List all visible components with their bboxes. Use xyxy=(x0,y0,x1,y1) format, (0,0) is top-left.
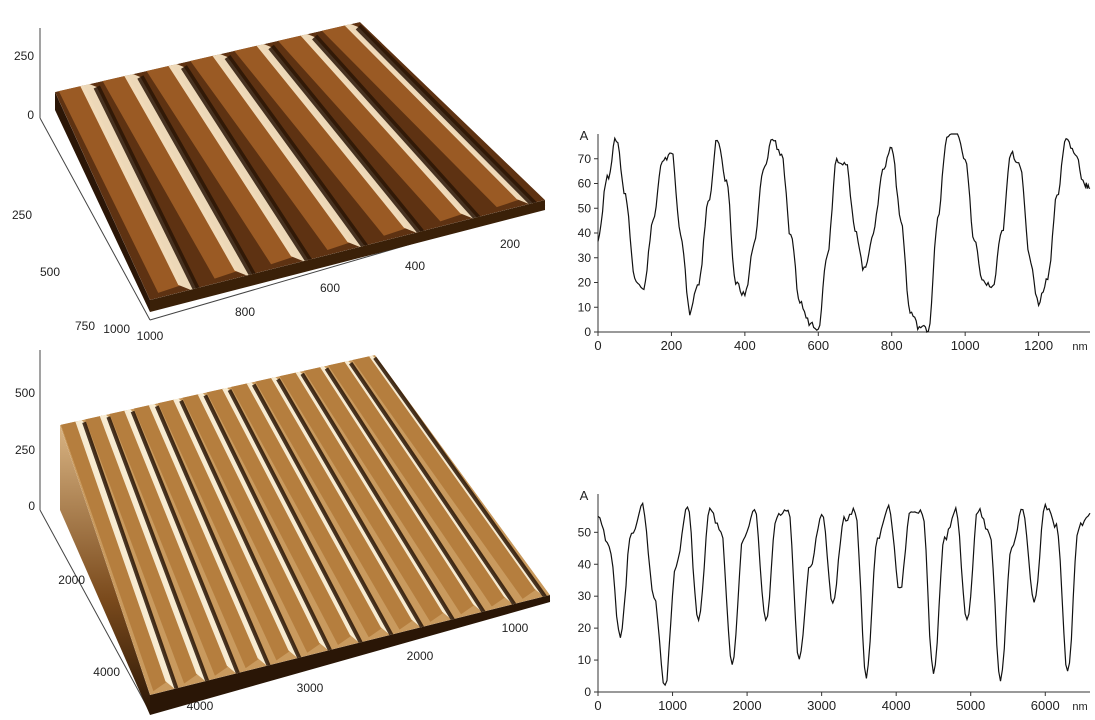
afm-surface-top: 250 0 250 500 750 1000 1000 800 600 400 200 xyxy=(12,22,546,343)
x-tick-label: 3000 xyxy=(807,698,836,713)
left-axis-tick-label: 4000 xyxy=(93,665,120,679)
x-tick-label: 200 xyxy=(661,338,683,353)
surface-ridge-shadow xyxy=(231,39,408,236)
x-tick-label: 600 xyxy=(807,338,829,353)
surface-ridge-shadow xyxy=(205,380,353,645)
surface-ridge-groove xyxy=(312,34,483,224)
surface-ridge-shadow xyxy=(278,363,445,622)
x-tick-label: 1200 xyxy=(1024,338,1053,353)
surface-ridge-shadow xyxy=(187,49,352,250)
x-tick-label: 4000 xyxy=(882,698,911,713)
z-tick-label: 250 xyxy=(14,49,34,63)
surface-ridge-shadow xyxy=(274,29,465,222)
right-axis-tick-label: 1000 xyxy=(502,621,529,635)
x-tick-label: 800 xyxy=(881,338,903,353)
x-tick-label: 0 xyxy=(594,338,601,353)
surface-ridge-shadow xyxy=(253,369,414,630)
surface-ridge-shadow xyxy=(350,355,538,599)
surface-ridge-groove xyxy=(300,372,457,623)
y-tick-label: 30 xyxy=(578,589,592,603)
left-axis-tick-label: 2000 xyxy=(58,573,85,587)
x-tick-label: 5000 xyxy=(956,698,985,713)
x-tick-label: 1000 xyxy=(951,338,980,353)
x-unit-label: nm xyxy=(1072,341,1087,353)
surface-ridge-groove xyxy=(179,399,303,662)
surface-ridge-groove xyxy=(106,416,211,685)
surface-ridge-shadow xyxy=(56,79,183,293)
left-axis-tick-label: 250 xyxy=(12,208,32,222)
y-tick-label: 40 xyxy=(578,557,592,571)
surface-ridge-groove xyxy=(227,389,364,646)
surface-ridge-groove xyxy=(82,421,180,692)
y-tick-label: 10 xyxy=(578,653,592,667)
surface-ridge-shadow xyxy=(132,396,261,669)
height-profile-top: 0 10 20 30 40 50 60 70 0 200 400 600 800 1000 1200 Anm xyxy=(578,128,1091,353)
right-axis-tick-label: 400 xyxy=(405,259,425,273)
x-tick-label: 1000 xyxy=(658,698,687,713)
surface-ridge-shadow xyxy=(326,355,507,607)
surface-ridge-groove xyxy=(154,405,272,669)
right-axis-tick-label: 600 xyxy=(320,281,340,295)
left-axis-tick-label: 750 xyxy=(75,319,95,333)
surface-ridge-groove xyxy=(224,54,371,253)
z-tick-label: 0 xyxy=(27,108,34,122)
surface-ridge-shadow xyxy=(318,22,521,208)
y-tick-label: 40 xyxy=(578,226,592,240)
surface-ridge-crest xyxy=(72,412,178,692)
y-tick-label: 60 xyxy=(578,177,592,191)
surface-ridge-groove xyxy=(324,367,487,616)
surface-ridge-shadow xyxy=(229,374,384,638)
profile-series-line xyxy=(597,133,1091,333)
height-profile-bottom: 0 10 20 30 40 50 0 1000 2000 3000 4000 5000 6000 Anm xyxy=(578,488,1091,713)
surface-ridge-shadow xyxy=(60,412,168,692)
surface-ridge-shadow xyxy=(302,358,476,615)
y-tick-label: 20 xyxy=(578,276,592,290)
x-tick-label: 2000 xyxy=(733,698,762,713)
surface-ridge-shadow xyxy=(181,385,322,653)
surface-ridge-shadow xyxy=(157,390,291,661)
y-unit-label: A xyxy=(580,488,589,503)
surface-ridge-crest xyxy=(76,79,199,293)
y-tick-label: 20 xyxy=(578,621,592,635)
y-tick-label: 30 xyxy=(578,251,592,265)
surface-ridge-groove xyxy=(276,378,426,631)
right-axis-tick-label: 200 xyxy=(500,237,520,251)
surface-ridge-shadow xyxy=(143,59,296,265)
surface-ridge-groove xyxy=(348,361,518,608)
surface-ridge-groove xyxy=(355,24,540,210)
surface-ridge-shadow xyxy=(100,69,239,279)
profile-series-line xyxy=(597,501,1091,687)
x-tick-label: 6000 xyxy=(1031,698,1060,713)
y-tick-label: 70 xyxy=(578,152,592,166)
surface-ridge-groove xyxy=(93,85,202,295)
surface-ridge-groove xyxy=(251,383,395,639)
surface-ridge-shadow xyxy=(84,406,199,684)
x-tick-label: 0 xyxy=(594,698,601,713)
y-unit-label: A xyxy=(580,128,589,143)
surface-ridge-groove xyxy=(180,65,315,267)
y-tick-label: 50 xyxy=(578,201,592,215)
right-axis-tick-label: 3000 xyxy=(297,681,324,695)
x-unit-label: nm xyxy=(1072,701,1087,713)
right-axis-tick-label: 800 xyxy=(235,305,255,319)
surface-ridge-groove xyxy=(373,356,549,601)
z-tick-label: 0 xyxy=(28,499,35,513)
left-axis-tick-label: 1000 xyxy=(103,322,130,336)
z-tick-label: 250 xyxy=(15,443,35,457)
y-tick-label: 50 xyxy=(578,525,592,539)
z-tick-label: 500 xyxy=(15,386,35,400)
surface-ridge-groove xyxy=(268,44,427,238)
surface-ridge-shadow xyxy=(108,401,230,676)
y-tick-label: 0 xyxy=(584,325,591,339)
right-axis-tick-label: 2000 xyxy=(407,649,434,663)
surface-ridge-groove xyxy=(137,75,258,281)
left-axis-tick-label: 500 xyxy=(40,265,60,279)
y-tick-label: 10 xyxy=(578,300,592,314)
surface-ridge-groove xyxy=(203,394,334,654)
x-tick-label: 400 xyxy=(734,338,756,353)
right-axis-tick-label: 1000 xyxy=(137,329,164,343)
y-tick-label: 0 xyxy=(584,685,591,699)
surface-ridge-groove xyxy=(130,410,241,677)
